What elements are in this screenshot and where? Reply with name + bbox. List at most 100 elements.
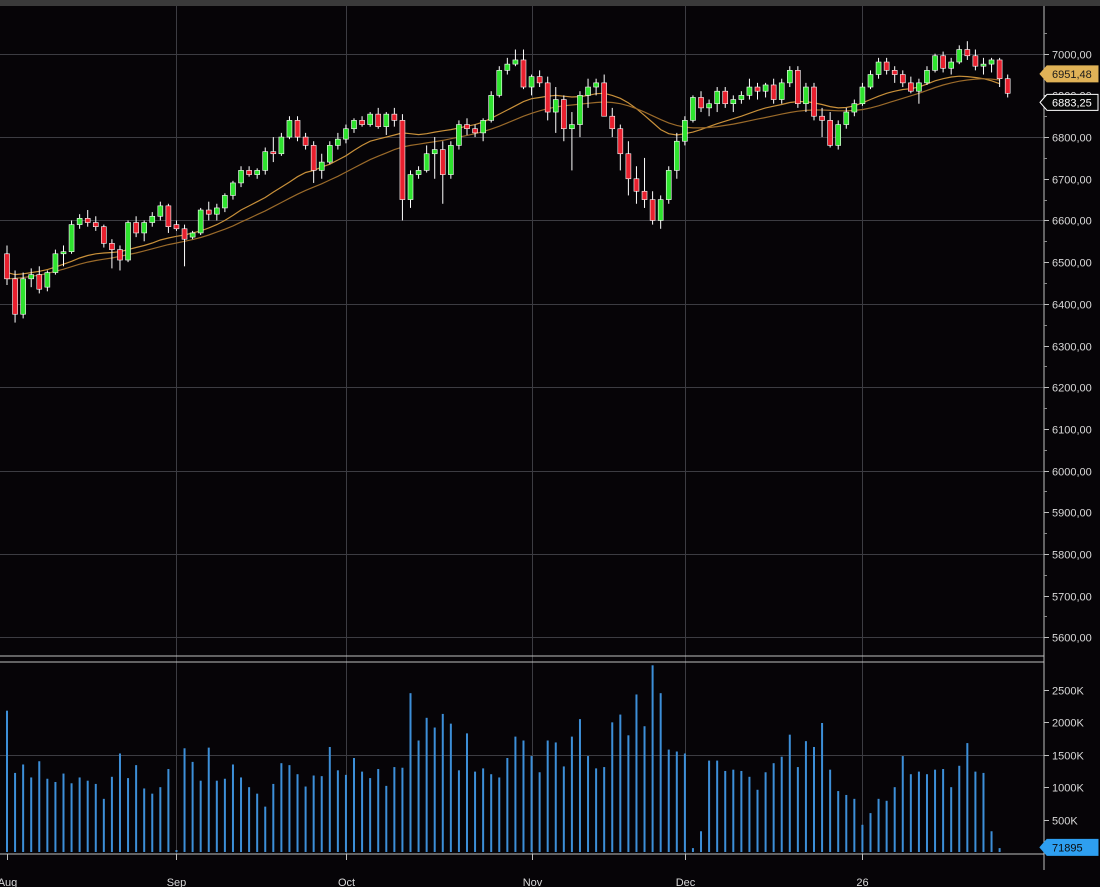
candle-up xyxy=(456,124,462,146)
candle-down xyxy=(908,82,914,92)
candle-up xyxy=(488,95,495,121)
volume-bar xyxy=(490,774,493,852)
volume-bar xyxy=(627,735,630,852)
volume-bar xyxy=(377,769,380,852)
candle-up xyxy=(875,61,882,75)
candle-up xyxy=(326,145,333,163)
candle-up xyxy=(189,232,196,238)
candle-down xyxy=(310,145,317,171)
volume-bar xyxy=(38,761,41,852)
candle-up xyxy=(157,205,164,217)
candle-down xyxy=(439,149,446,175)
candle-up xyxy=(980,63,987,67)
volume-bar xyxy=(901,756,904,852)
candle-down xyxy=(4,253,10,280)
moving-average-layer xyxy=(6,75,1000,280)
candle-up xyxy=(956,49,963,63)
volume-bar xyxy=(772,763,775,852)
candle-down xyxy=(359,120,365,125)
y-tick-label: 6800,00 xyxy=(1052,133,1092,145)
candle-down xyxy=(302,136,309,146)
candle-down xyxy=(472,128,478,134)
candle-down xyxy=(109,243,115,250)
volume-bar xyxy=(256,793,259,852)
volume-bar xyxy=(272,783,275,852)
candle-down xyxy=(770,84,777,100)
volume-bar xyxy=(457,770,460,852)
volume-bar xyxy=(498,777,501,852)
candle-up xyxy=(932,55,938,71)
volume-bar xyxy=(538,772,541,852)
candle-down xyxy=(996,59,1003,80)
last-price-tag: 6883,25 xyxy=(1039,93,1099,111)
candle-up xyxy=(730,99,737,105)
volume-bar xyxy=(643,726,646,852)
volume-bar xyxy=(54,781,57,852)
volume-bar xyxy=(635,694,638,852)
volume-bar xyxy=(199,780,202,852)
y-tick-label: 7000,00 xyxy=(1052,50,1092,62)
x-tick-label: 26 xyxy=(856,877,868,887)
candle-up xyxy=(988,59,995,65)
x-tick-label: Sep xyxy=(167,877,187,887)
candle-up xyxy=(682,120,688,142)
volume-bar xyxy=(223,778,226,852)
volume-bar xyxy=(514,736,517,852)
volume-bar xyxy=(159,787,162,852)
y-tick-label: 6700,00 xyxy=(1052,175,1092,187)
volume-bar xyxy=(619,714,622,852)
volume-bar xyxy=(578,719,581,852)
candle-down xyxy=(609,115,616,130)
volume-tag-box xyxy=(1039,838,1099,856)
candle-up xyxy=(318,161,325,171)
volume-bar xyxy=(441,713,444,852)
volume-bar xyxy=(562,766,565,852)
candle-up xyxy=(230,182,236,196)
candle-down xyxy=(625,153,632,180)
candle-down xyxy=(883,61,890,71)
volume-bar xyxy=(796,767,799,852)
volume-bar xyxy=(369,778,372,852)
volume-bar xyxy=(813,746,815,852)
candle-up xyxy=(835,124,842,146)
volume-bar xyxy=(191,761,194,852)
volume-bar xyxy=(425,717,428,852)
candle-down xyxy=(617,128,624,155)
volume-bar xyxy=(320,776,323,852)
volume-bar xyxy=(861,824,864,852)
candle-up xyxy=(714,90,720,105)
volume-bar xyxy=(385,785,388,852)
candle-down xyxy=(649,199,656,221)
volume-bar xyxy=(724,770,727,852)
candle-up xyxy=(746,86,753,96)
x-tick-label: Dec xyxy=(676,877,696,887)
candle-up xyxy=(254,170,260,175)
price-tags-layer: 6951,48 6883,25 71895 xyxy=(1039,65,1099,856)
candle-up xyxy=(351,120,357,130)
volume-bar xyxy=(46,778,49,852)
candle-down xyxy=(641,190,648,200)
volume-bar xyxy=(530,756,533,852)
candle-up xyxy=(448,145,454,175)
volume-bar xyxy=(86,780,89,852)
current-price-tag-box xyxy=(1039,65,1099,83)
y-tick-label: 6000,00 xyxy=(1052,467,1092,479)
candle-up xyxy=(665,170,672,200)
volume-bar xyxy=(175,850,178,852)
volume-bar xyxy=(127,778,130,852)
volume-bar xyxy=(877,798,880,852)
moving-average-line xyxy=(6,78,1000,280)
volume-bar xyxy=(22,764,25,852)
volume-bar xyxy=(893,787,896,852)
volume-bar xyxy=(30,777,33,852)
candle-down xyxy=(536,76,543,84)
volume-bar xyxy=(659,693,662,852)
volume-bar xyxy=(546,740,549,852)
volume-bar xyxy=(990,831,993,852)
candle-up xyxy=(262,151,269,171)
volume-bar xyxy=(522,740,525,852)
volume-bar xyxy=(756,789,759,852)
candle-up xyxy=(843,111,850,125)
